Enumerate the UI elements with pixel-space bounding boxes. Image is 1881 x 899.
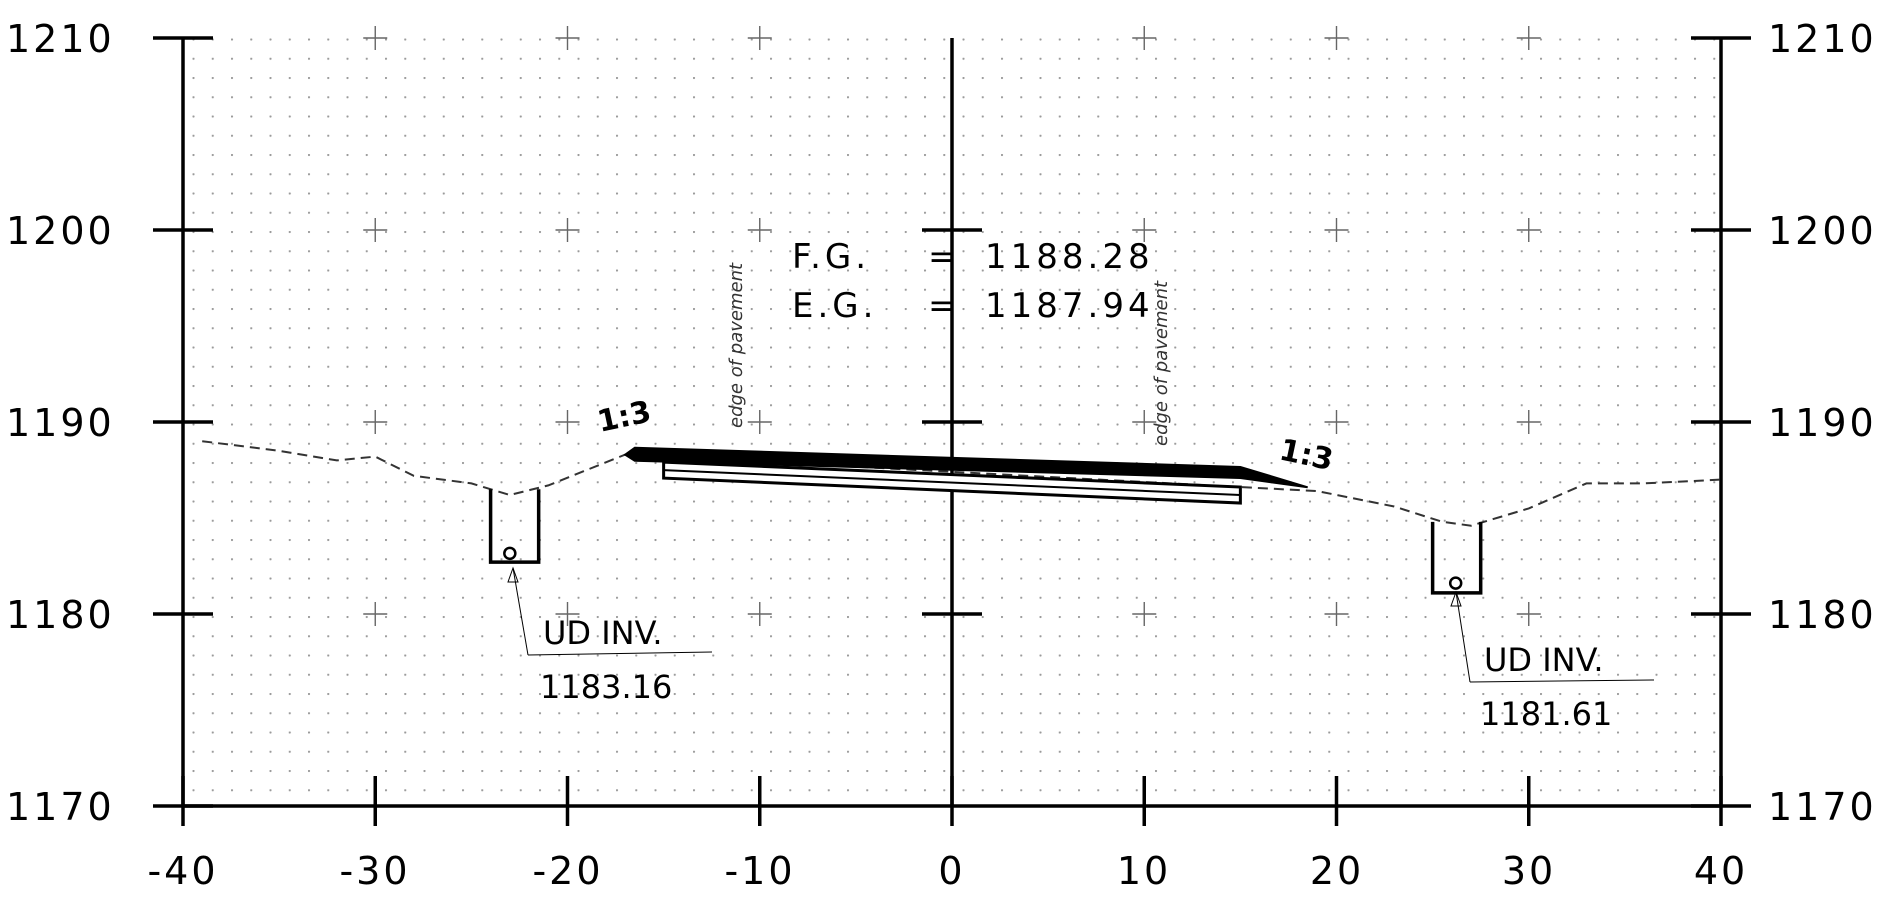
x-tick-label-40: 40 xyxy=(1694,849,1748,893)
grid-plus xyxy=(1516,410,1541,434)
grid-plus xyxy=(1324,26,1349,50)
fg-label: F.G. xyxy=(792,237,870,277)
underdrain-pipe xyxy=(503,546,517,561)
x-tick-label-m10: -10 xyxy=(724,849,795,893)
grid-plus xyxy=(555,26,580,50)
x-tick-label-30: 30 xyxy=(1502,849,1556,893)
grid-plus xyxy=(747,602,772,626)
y-tick-label-left-1190: 1190 xyxy=(6,401,115,445)
grid-plus-markers xyxy=(363,26,1541,626)
roadway-section xyxy=(623,446,1308,505)
grid-plus xyxy=(363,602,388,626)
grid-plus xyxy=(747,218,772,242)
pavement-surface xyxy=(623,446,1308,489)
grid-plus xyxy=(747,410,772,434)
grid-plus xyxy=(1324,602,1349,626)
edge-of-pavement-left: edge of pavement xyxy=(726,262,747,428)
y-tick-label-right-1190: 1190 xyxy=(1768,401,1877,445)
grid-plus xyxy=(1516,602,1541,626)
grid-plus xyxy=(747,26,772,50)
y-tick-label-left-1180: 1180 xyxy=(6,593,115,637)
arrow-head-left xyxy=(507,566,519,583)
grid-plus xyxy=(1132,410,1157,434)
x-tick-label-m30: -30 xyxy=(339,849,410,893)
ud-leader-right xyxy=(1455,591,1471,683)
ud-label-left: UD INV. xyxy=(543,614,663,652)
fg-equals: = xyxy=(928,237,961,277)
grid-plus xyxy=(555,602,580,626)
arrow-head-right xyxy=(1450,590,1462,607)
grid-plus xyxy=(363,410,388,434)
underdrain-trench xyxy=(488,489,541,564)
axis-ticks xyxy=(153,36,1751,826)
grid-plus xyxy=(1324,410,1349,434)
grid-plus xyxy=(1516,26,1541,50)
ud-value-right: 1181.61 xyxy=(1480,695,1612,733)
ud-label-right: UD INV. xyxy=(1484,641,1604,679)
y-tick-label-right-1180: 1180 xyxy=(1768,593,1877,637)
eg-value: 1187.94 xyxy=(985,286,1154,326)
grid-plus xyxy=(363,26,388,50)
x-tick-label-0: 0 xyxy=(938,849,965,893)
grid-plus xyxy=(555,218,580,242)
base-course-divider xyxy=(663,469,1241,497)
x-tick-label-10: 10 xyxy=(1117,849,1171,893)
y-axis-left-labels: 1210 1200 1190 1180 1170 xyxy=(6,17,115,829)
x-tick-label-m40: -40 xyxy=(147,849,218,893)
ud-callout-right: UD INV. 1181.61 xyxy=(1450,590,1655,733)
grid-plus xyxy=(555,410,580,434)
ud-value-left: 1183.16 xyxy=(540,668,672,706)
y-tick-label-right-1200: 1200 xyxy=(1768,209,1877,253)
edge-of-pavement-right: edge of pavement xyxy=(1151,280,1172,446)
y-tick-label-left-1210: 1210 xyxy=(6,17,115,61)
grid-plus xyxy=(363,218,388,242)
existing-ground-line xyxy=(202,440,1722,527)
y-tick-label-left-1170: 1170 xyxy=(6,785,115,829)
grade-elevation-block: F.G. = 1188.28 E.G. = 1187.94 xyxy=(792,237,1154,326)
eg-equals: = xyxy=(928,286,961,326)
ud-callout-left: UD INV. 1183.16 xyxy=(507,566,713,706)
grid-plus xyxy=(1132,602,1157,626)
grid-plus xyxy=(1132,218,1157,242)
eg-label: E.G. xyxy=(792,286,877,326)
grid-plus xyxy=(1324,218,1349,242)
x-tick-label-20: 20 xyxy=(1310,849,1364,893)
y-tick-label-right-1210: 1210 xyxy=(1768,17,1877,61)
x-tick-label-m20: -20 xyxy=(532,849,603,893)
ud-underline-right xyxy=(1469,679,1655,683)
grid-plus xyxy=(1132,26,1157,50)
y-tick-label-left-1200: 1200 xyxy=(6,209,115,253)
fg-value: 1188.28 xyxy=(985,237,1154,277)
y-axis-right-labels: 1210 1200 1190 1180 1170 xyxy=(1768,17,1877,829)
ud-underline-left xyxy=(527,651,713,656)
underdrain-pipe xyxy=(1448,576,1463,590)
grid-plus xyxy=(1516,218,1541,242)
y-tick-label-right-1170: 1170 xyxy=(1768,785,1877,829)
x-axis-labels: -40 -30 -20 -10 0 10 20 30 40 xyxy=(147,849,1748,893)
